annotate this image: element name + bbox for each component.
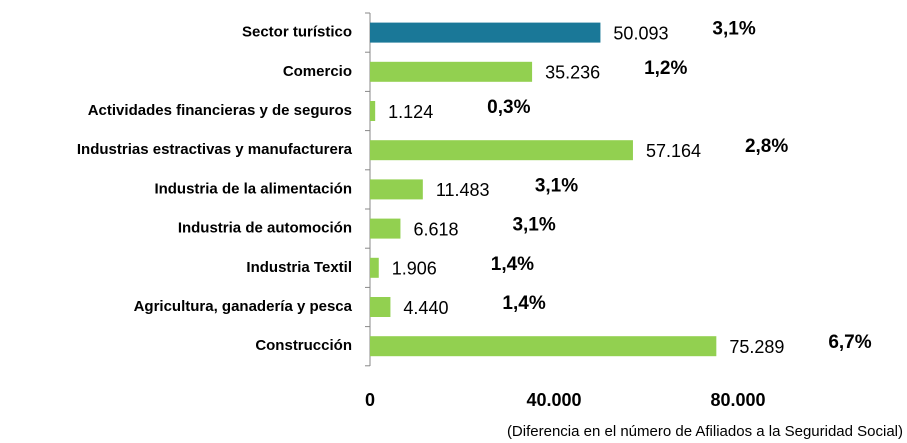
value-label: 1.906 — [392, 259, 437, 279]
y-tick-label: Comercio — [283, 63, 352, 80]
percent-label: 2,8% — [745, 136, 788, 157]
bar — [370, 218, 401, 239]
y-tick-label: Construcción — [255, 337, 352, 354]
bar — [370, 61, 533, 82]
bar — [370, 22, 601, 43]
bar — [370, 101, 376, 121]
y-tick-label: Industria Textil — [246, 259, 352, 276]
percent-label: 6,7% — [828, 332, 871, 353]
y-tick-label: Industria de la alimentación — [154, 180, 352, 197]
bar — [370, 140, 633, 161]
value-label: 11.483 — [436, 180, 490, 200]
y-tick-label: Agricultura, ganadería y pesca — [134, 298, 353, 315]
percent-label: 0,3% — [487, 97, 530, 118]
percent-label: 1,4% — [502, 293, 545, 314]
value-label: 1.124 — [388, 102, 433, 122]
percent-label: 1,2% — [644, 58, 687, 79]
bar — [370, 297, 391, 317]
bar — [370, 336, 717, 357]
y-tick-label: Actividades financieras y de seguros — [88, 102, 352, 119]
y-tick-label: Industria de automoción — [178, 220, 352, 237]
value-label: 57.164 — [646, 141, 701, 161]
percent-label: 1,4% — [491, 254, 534, 275]
x-tick-label: 80.000 — [710, 390, 765, 410]
x-tick-label: 0 — [365, 390, 375, 410]
percent-label: 3,1% — [535, 175, 578, 196]
value-label: 50.093 — [613, 23, 668, 43]
bar — [370, 257, 379, 278]
value-label: 35.236 — [545, 63, 600, 83]
y-tick-label: Industrias estractivas y manufacturera — [77, 141, 353, 158]
y-tick-label: Sector turístico — [242, 24, 352, 41]
value-label: 75.289 — [729, 337, 784, 357]
value-label: 6.618 — [413, 219, 458, 239]
x-tick-label: 40.000 — [526, 390, 581, 410]
percent-label: 3,1% — [512, 215, 555, 236]
percent-label: 3,1% — [712, 19, 755, 40]
x-axis-label: (Diferencia en el número de Afiliados a … — [507, 423, 903, 440]
value-label: 4.440 — [403, 298, 448, 318]
bar — [370, 179, 423, 200]
